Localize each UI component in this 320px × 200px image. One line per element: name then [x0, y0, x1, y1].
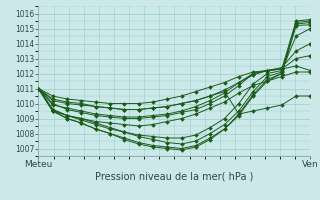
X-axis label: Pression niveau de la mer( hPa ): Pression niveau de la mer( hPa ) — [95, 172, 253, 182]
